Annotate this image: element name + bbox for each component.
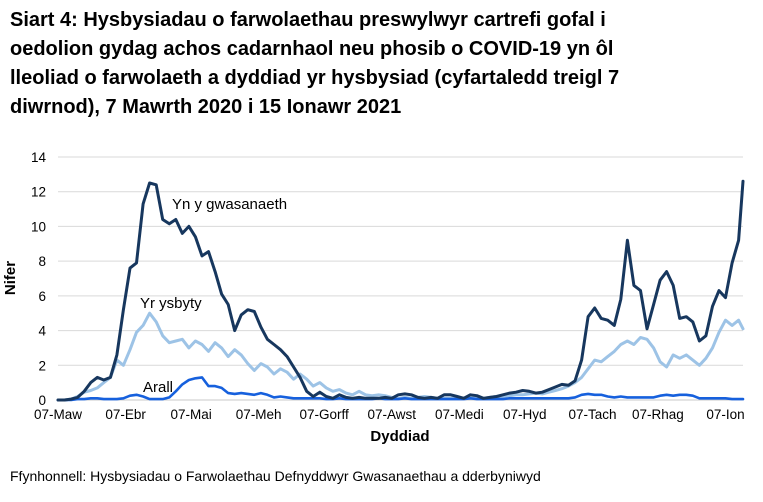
- x-tick-label: 07-Medi: [435, 407, 484, 422]
- series-label-ysbyty: Yr ysbyty: [140, 295, 202, 312]
- chart-title: Siart 4: Hysbysiadau o farwolaethau pres…: [10, 6, 755, 122]
- chart-title-line-4: diwrnod), 7 Mawrth 2020 i 15 Ionawr 2021: [10, 96, 402, 118]
- y-tick-label: 12: [31, 185, 46, 200]
- series-line-arall: [56, 376, 745, 402]
- x-tick-label: 07-Maw: [34, 407, 82, 422]
- y-tick-label: 8: [38, 254, 46, 269]
- gridlines: [58, 156, 743, 401]
- chart-title-line-1: Siart 4: Hysbysiadau o farwolaethau pres…: [10, 9, 606, 31]
- axis-tick-labels: 0 2 4 6 8 10 12 14 07-Maw 07-Ebr 07-Mai 07-Meh 07-Go…: [31, 150, 745, 422]
- x-tick-label: 07-Ion: [706, 407, 744, 422]
- source-note: Ffynhonnell: Hysbysiadau o Farwolaethau …: [10, 468, 541, 484]
- x-tick-label: 07-Rhag: [632, 407, 684, 422]
- x-tick-label: 07-Tach: [568, 407, 616, 422]
- series-line-gwasanaeth: [56, 179, 745, 402]
- x-tick-label: 07-Ebr: [105, 407, 146, 422]
- x-tick-label: 07-Hyd: [503, 407, 547, 422]
- x-axis-title: Dyddiad: [370, 428, 429, 445]
- x-tick-label: 07-Mai: [170, 407, 211, 422]
- y-tick-label: 6: [38, 289, 46, 304]
- y-tick-label: 0: [38, 393, 46, 408]
- y-axis-title: Nifer: [2, 261, 19, 295]
- y-tick-label: 10: [31, 219, 46, 234]
- y-tick-label: 14: [31, 150, 47, 165]
- x-tick-label: 07-Meh: [236, 407, 282, 422]
- y-tick-label: 4: [38, 324, 46, 339]
- chart-title-line-3: lleoliad o farwolaeth a dyddiad yr hysby…: [10, 67, 620, 89]
- y-tick-label: 2: [38, 358, 46, 373]
- series-lines: [56, 179, 745, 402]
- x-tick-label: 07-Gorff: [299, 407, 349, 422]
- series-label-gwasanaeth: Yn y gwasanaeth: [172, 196, 287, 213]
- series-label-arall: Arall: [143, 379, 173, 396]
- x-tick-label: 07-Awst: [368, 407, 417, 422]
- chart-title-line-2: oedolion gydag achos cadarnhaol neu phos…: [10, 38, 614, 60]
